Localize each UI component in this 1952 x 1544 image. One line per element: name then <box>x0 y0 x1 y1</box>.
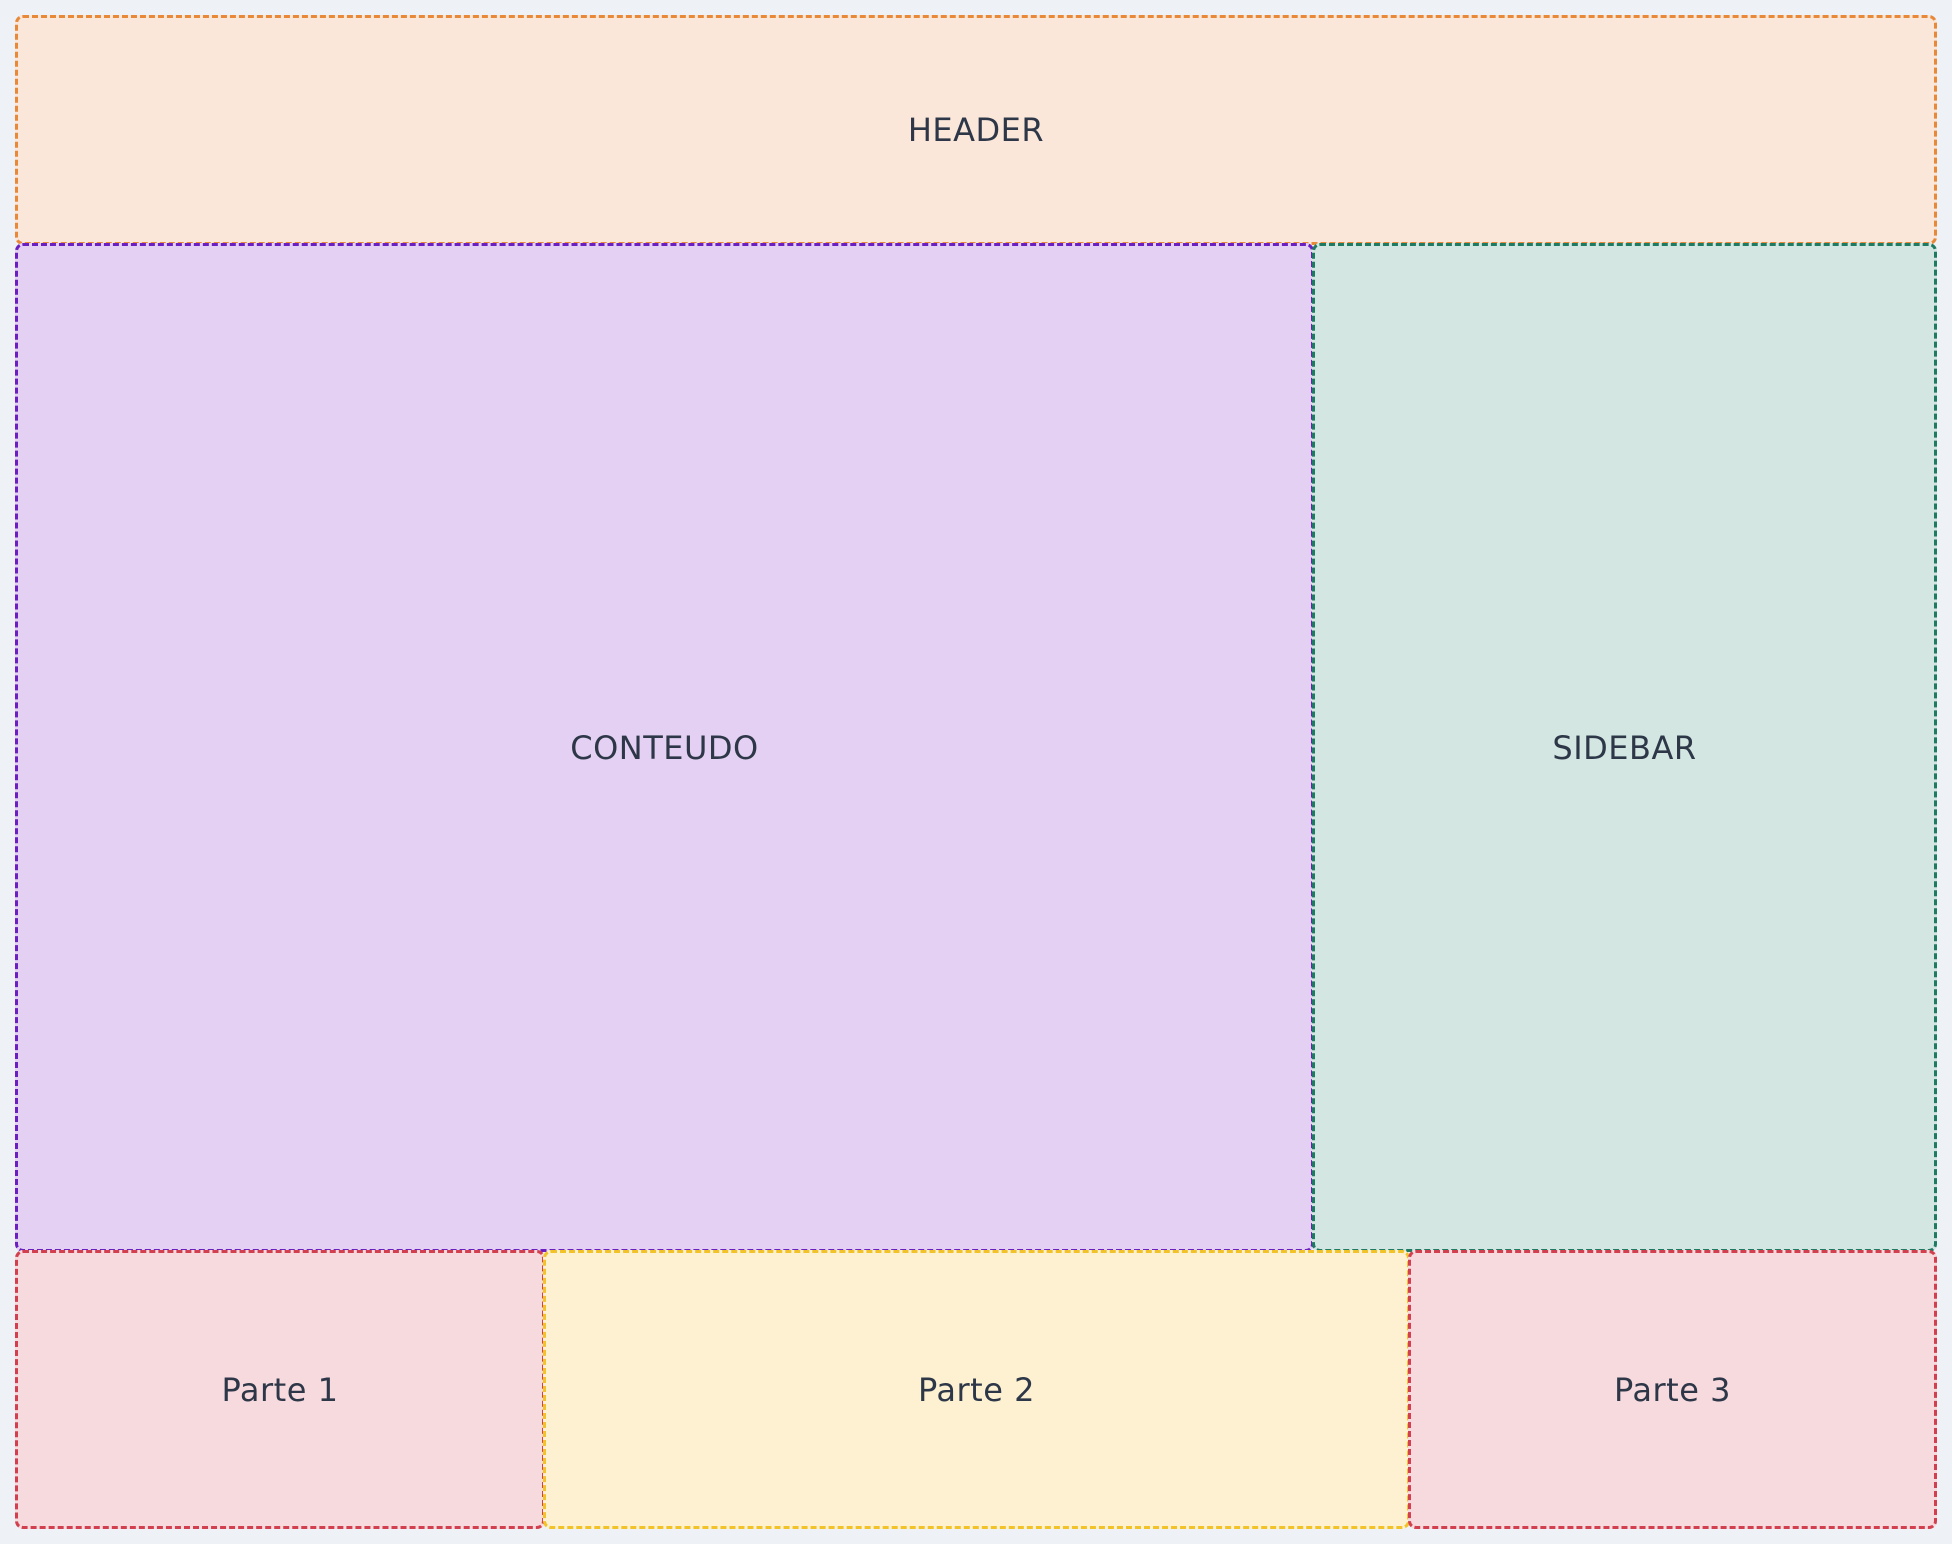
content-label: CONTEUDO <box>570 728 759 767</box>
sidebar-label: SIDEBAR <box>1552 728 1697 767</box>
header-region: HEADER <box>15 15 1937 245</box>
footer-part-1-label: Parte 1 <box>221 1370 339 1409</box>
footer-part-3-label: Parte 3 <box>1614 1370 1731 1409</box>
footer-part-2: Parte 2 <box>543 1250 1410 1529</box>
sidebar-region: SIDEBAR <box>1312 243 1937 1252</box>
footer-part-2-label: Parte 2 <box>918 1370 1035 1409</box>
header-label: HEADER <box>907 111 1045 149</box>
content-region: CONTEUDO <box>15 243 1314 1252</box>
footer-part-3: Parte 3 <box>1408 1250 1937 1529</box>
footer-part-1: Parte 1 <box>15 1250 545 1529</box>
